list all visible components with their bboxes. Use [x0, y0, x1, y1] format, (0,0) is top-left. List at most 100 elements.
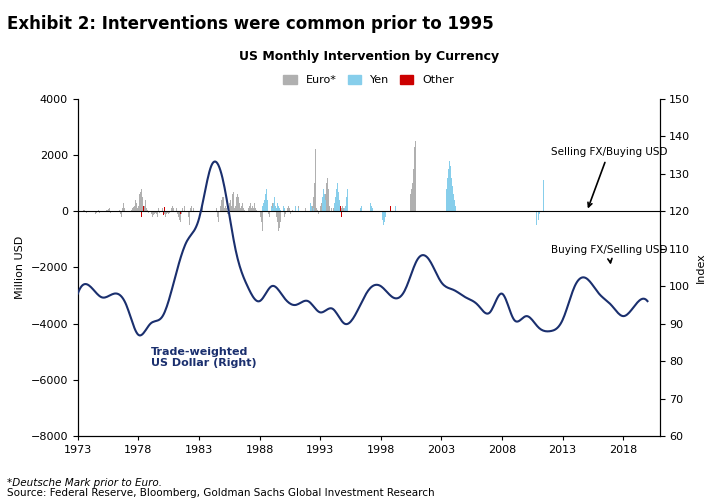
Bar	[123, 203, 124, 211]
Bar	[283, 206, 284, 211]
Bar	[234, 208, 235, 211]
Bar	[244, 210, 245, 211]
Bar	[249, 206, 250, 211]
Bar	[230, 200, 231, 211]
Bar	[289, 208, 291, 211]
Bar	[273, 203, 274, 211]
Bar	[268, 211, 269, 214]
Bar	[228, 206, 229, 211]
Bar	[169, 211, 170, 212]
Bar	[384, 211, 385, 222]
Bar	[261, 211, 262, 222]
Bar	[337, 183, 338, 211]
Bar	[276, 208, 278, 211]
Bar	[232, 194, 233, 211]
Bar	[262, 206, 263, 211]
Bar	[284, 211, 286, 217]
Bar	[448, 169, 449, 211]
Bar	[144, 206, 145, 211]
Bar	[279, 211, 280, 228]
Bar	[154, 211, 155, 214]
Bar	[304, 208, 306, 211]
Bar	[334, 206, 335, 211]
Bar	[280, 210, 281, 211]
Bar	[137, 208, 138, 211]
Bar	[157, 211, 158, 217]
Bar	[188, 211, 190, 217]
Bar	[235, 206, 236, 211]
Bar	[231, 206, 232, 211]
Bar	[131, 210, 132, 211]
Y-axis label: Index: Index	[696, 252, 706, 283]
Bar	[124, 208, 125, 211]
Bar	[164, 207, 165, 211]
Bar	[341, 208, 342, 211]
Bar	[222, 197, 223, 211]
Bar	[167, 211, 168, 212]
Bar	[452, 186, 453, 211]
Bar	[276, 211, 278, 217]
Bar	[156, 211, 157, 214]
Bar	[136, 203, 137, 211]
Bar	[138, 206, 139, 211]
Bar	[155, 211, 156, 212]
Bar	[95, 211, 97, 214]
Bar	[371, 206, 372, 211]
Bar	[143, 208, 144, 211]
Bar	[446, 189, 447, 211]
Bar	[178, 211, 180, 217]
Bar	[243, 208, 244, 211]
Bar	[316, 208, 317, 211]
Bar	[253, 208, 254, 211]
Bar	[342, 206, 343, 211]
Text: Source: Federal Reserve, Bloomberg, Goldman Sachs Global Investment Research: Source: Federal Reserve, Bloomberg, Gold…	[7, 488, 435, 498]
Bar	[120, 211, 122, 217]
Bar	[248, 208, 249, 211]
Bar	[539, 211, 540, 214]
Bar	[242, 203, 243, 211]
Bar	[229, 203, 230, 211]
Bar	[278, 211, 279, 231]
Bar	[237, 194, 238, 211]
Bar	[271, 206, 273, 211]
Bar	[233, 192, 234, 211]
Bar	[288, 206, 289, 211]
Bar	[340, 206, 341, 211]
Bar	[313, 197, 314, 211]
Bar	[220, 206, 221, 211]
Bar	[158, 208, 159, 211]
Bar	[159, 211, 160, 212]
Bar	[166, 211, 167, 214]
Bar	[192, 206, 193, 211]
Bar	[447, 178, 448, 211]
Bar	[256, 210, 257, 211]
Bar	[200, 208, 202, 211]
Bar	[224, 208, 225, 211]
Bar	[163, 211, 164, 216]
Bar	[181, 211, 182, 214]
Bar	[81, 210, 82, 211]
Bar	[336, 206, 337, 211]
Bar	[394, 208, 396, 211]
Bar	[278, 206, 279, 211]
Text: *Deutsche Mark prior to Euro.: *Deutsche Mark prior to Euro.	[7, 478, 162, 488]
Bar	[269, 211, 270, 217]
Bar	[216, 208, 217, 211]
Bar	[164, 211, 165, 214]
Bar	[279, 208, 280, 211]
Bar	[217, 211, 218, 217]
Bar	[410, 194, 411, 211]
Bar	[260, 211, 261, 217]
Bar	[323, 189, 324, 211]
Bar	[341, 211, 342, 217]
Bar	[284, 208, 286, 211]
Bar	[313, 208, 314, 211]
Bar	[414, 146, 415, 211]
Bar	[319, 206, 321, 211]
Bar	[107, 209, 109, 211]
Bar	[146, 208, 147, 211]
Bar	[172, 206, 173, 211]
Bar	[84, 210, 85, 211]
Bar	[180, 211, 181, 222]
Bar	[165, 211, 166, 217]
